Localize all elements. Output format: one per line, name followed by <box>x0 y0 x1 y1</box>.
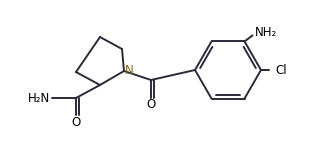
Text: O: O <box>71 116 81 128</box>
Text: NH₂: NH₂ <box>255 26 278 39</box>
Text: O: O <box>146 98 156 112</box>
Text: H₂N: H₂N <box>28 91 50 105</box>
Text: N: N <box>125 64 133 77</box>
Text: Cl: Cl <box>275 64 287 77</box>
